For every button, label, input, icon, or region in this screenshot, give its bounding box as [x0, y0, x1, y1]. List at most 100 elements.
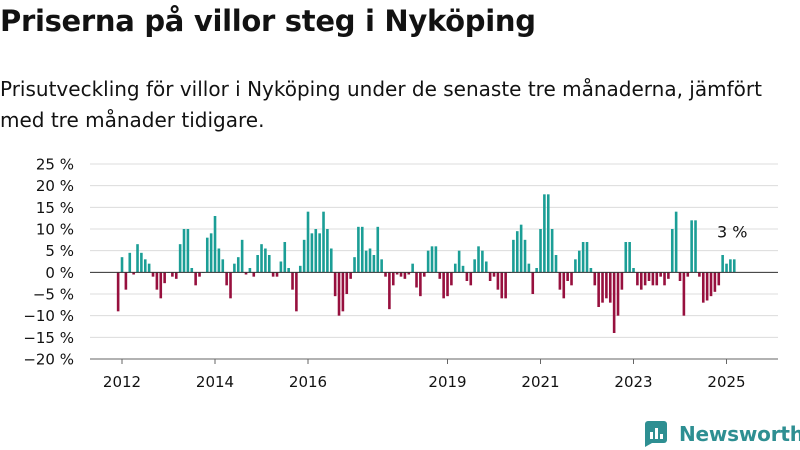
bar	[198, 272, 201, 277]
bar	[244, 272, 248, 275]
bar	[252, 272, 256, 277]
bar	[221, 259, 225, 273]
bar	[601, 272, 604, 303]
y-tick-label: −15 %	[23, 329, 74, 347]
bar	[225, 272, 228, 286]
x-tick-label: 2023	[614, 373, 652, 391]
bar	[678, 272, 682, 281]
bar	[151, 272, 155, 277]
bar	[457, 250, 461, 273]
y-tick-label: 20 %	[36, 177, 74, 195]
y-tick-label: 5 %	[45, 242, 74, 260]
bar	[434, 246, 438, 273]
bar	[295, 272, 298, 312]
x-tick-label: 2016	[289, 373, 327, 391]
bar	[407, 272, 411, 275]
bar	[698, 272, 701, 277]
last-value-label: 3 %	[717, 222, 747, 241]
bar	[558, 272, 562, 290]
bar	[732, 259, 736, 273]
bar	[554, 255, 558, 273]
bar	[655, 272, 659, 286]
bar	[271, 272, 275, 277]
bar	[519, 224, 523, 273]
bar	[120, 257, 124, 273]
chart-subtitle: Prisutveckling för villor i Nyköping und…	[0, 77, 762, 132]
bar	[659, 272, 662, 277]
bar	[663, 272, 666, 286]
bar	[581, 242, 585, 273]
bar	[376, 226, 380, 273]
bar	[667, 272, 670, 279]
bar	[426, 250, 430, 273]
bar	[388, 272, 391, 310]
bar	[492, 272, 496, 277]
bar	[546, 194, 550, 273]
bar	[384, 272, 387, 277]
bar	[597, 272, 600, 307]
bar	[403, 272, 407, 279]
bar	[124, 272, 128, 290]
bar	[504, 272, 507, 299]
bar	[639, 272, 643, 290]
y-tick-label: 10 %	[36, 221, 74, 239]
bar	[477, 246, 480, 273]
bar	[306, 211, 310, 273]
bar	[539, 229, 542, 273]
bar	[643, 272, 647, 286]
y-tick-label: 25 %	[36, 156, 74, 174]
bar	[132, 272, 135, 275]
bar	[446, 272, 449, 297]
bar	[275, 272, 279, 277]
bar	[562, 272, 566, 299]
bar	[632, 268, 635, 273]
bar	[264, 248, 267, 273]
brand-name: Newsworthy	[679, 422, 800, 446]
bar	[128, 252, 132, 273]
chart-title: Priserna på villor steg i Nyköping	[0, 4, 536, 38]
bar	[496, 272, 500, 290]
bar	[616, 272, 620, 316]
bar	[372, 255, 376, 273]
bar	[701, 272, 705, 303]
bar	[469, 272, 473, 286]
bar	[465, 272, 469, 281]
bar	[341, 272, 345, 312]
bar	[612, 272, 616, 333]
bar	[523, 239, 527, 273]
bar	[725, 263, 728, 273]
y-tick-label: −5 %	[33, 286, 74, 304]
bar	[577, 250, 581, 273]
bar	[178, 244, 182, 273]
bar	[229, 272, 232, 299]
bar	[682, 272, 686, 316]
bar	[318, 233, 321, 273]
bar	[333, 272, 337, 297]
bar	[326, 229, 329, 273]
bar	[574, 259, 577, 273]
bar	[647, 272, 651, 281]
bar	[329, 248, 333, 273]
bar	[287, 268, 290, 273]
bar	[473, 259, 476, 273]
bar	[236, 257, 240, 273]
bar	[620, 272, 624, 290]
bar	[155, 272, 159, 290]
bar	[345, 272, 349, 294]
bar	[349, 272, 352, 279]
bar	[422, 272, 426, 277]
bar	[267, 255, 271, 273]
bar	[488, 272, 492, 281]
bar	[314, 229, 318, 273]
bar	[357, 226, 360, 273]
y-tick-label: −20 %	[23, 351, 74, 369]
bar	[205, 237, 209, 273]
bar	[233, 263, 236, 273]
bar	[395, 272, 399, 275]
bar	[461, 265, 465, 273]
bar	[380, 259, 383, 273]
x-tick-label: 2012	[103, 373, 141, 391]
bar	[690, 220, 693, 273]
bar	[353, 257, 356, 273]
bar	[589, 268, 593, 273]
